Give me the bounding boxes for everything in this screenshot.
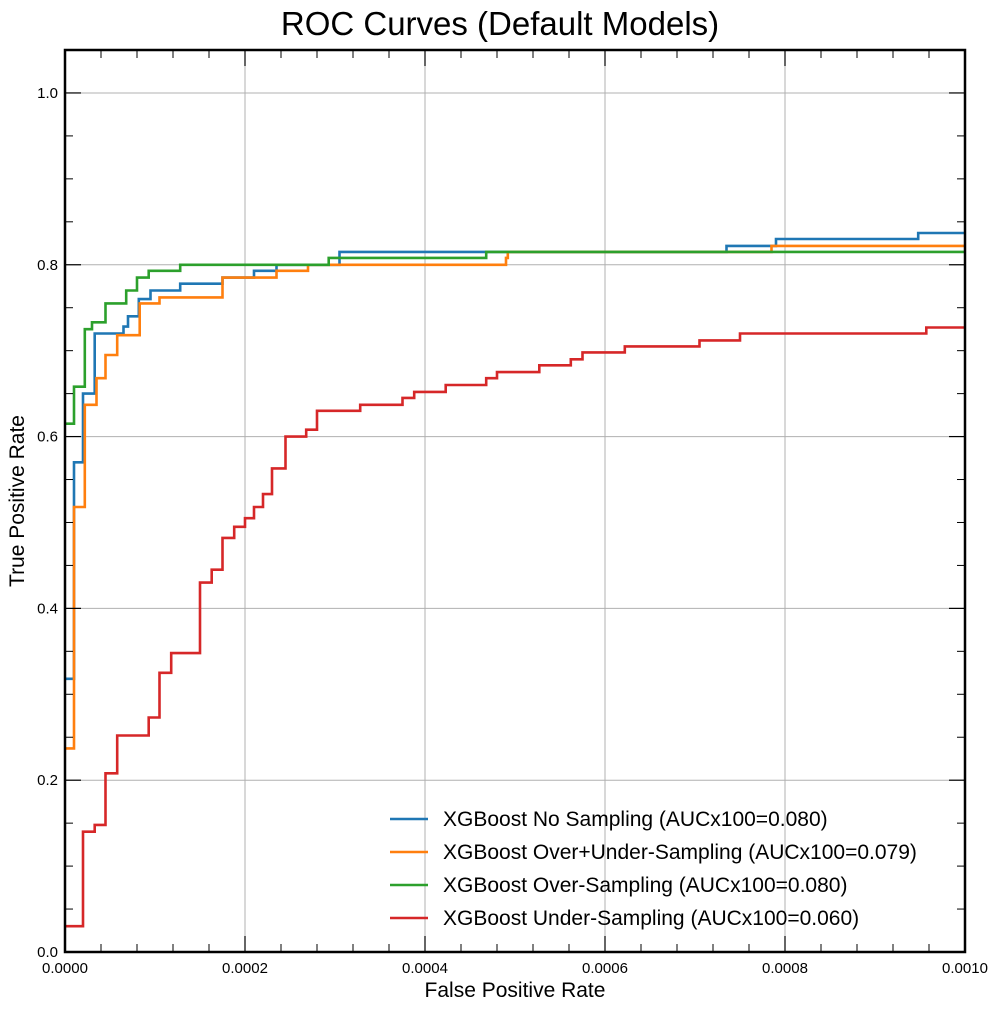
x-tick-label: 0.0002 <box>222 960 268 977</box>
series-line-1 <box>65 231 965 681</box>
legend-label-4: XGBoost Under-Sampling (AUCx100=0.060) <box>443 907 859 930</box>
x-tick-label: 0.0000 <box>42 960 88 977</box>
series-line-4 <box>65 326 965 928</box>
legend: XGBoost No Sampling (AUCx100=0.080) XGBoo… <box>390 808 917 930</box>
y-tick-label: 0.6 <box>37 429 58 446</box>
chart-title: ROC Curves (Default Models) <box>281 5 719 42</box>
legend-label-3: XGBoost Over-Sampling (AUCx100=0.080) <box>443 874 847 897</box>
ticks-layer <box>64 49 966 953</box>
series-layer <box>65 231 965 928</box>
y-tick-label: 1.0 <box>37 85 58 102</box>
x-tick-label: 0.0006 <box>582 960 628 977</box>
plot-frame <box>63 48 967 954</box>
y-tick-label: 0.2 <box>37 772 58 789</box>
y-tick-label: 0.0 <box>37 944 58 961</box>
y-tick-label: 0.8 <box>37 257 58 274</box>
x-axis-label: False Positive Rate <box>425 979 606 1002</box>
series-line-3 <box>65 250 965 425</box>
y-axis-label: True Positive Rate <box>6 415 29 587</box>
legend-label-1: XGBoost No Sampling (AUCx100=0.080) <box>443 808 828 831</box>
tick-labels: 0.0000 0.0002 0.0004 0.0006 0.0008 0.0010 0.0 0… <box>37 85 988 977</box>
y-tick-label: 0.4 <box>37 600 58 617</box>
x-tick-label: 0.0008 <box>762 960 808 977</box>
legend-label-2: XGBoost Over+Under-Sampling (AUCx100=0.0… <box>443 841 917 864</box>
series-line-2 <box>65 244 965 750</box>
x-tick-label: 0.0004 <box>402 960 448 977</box>
x-tick-label: 0.0010 <box>942 960 988 977</box>
